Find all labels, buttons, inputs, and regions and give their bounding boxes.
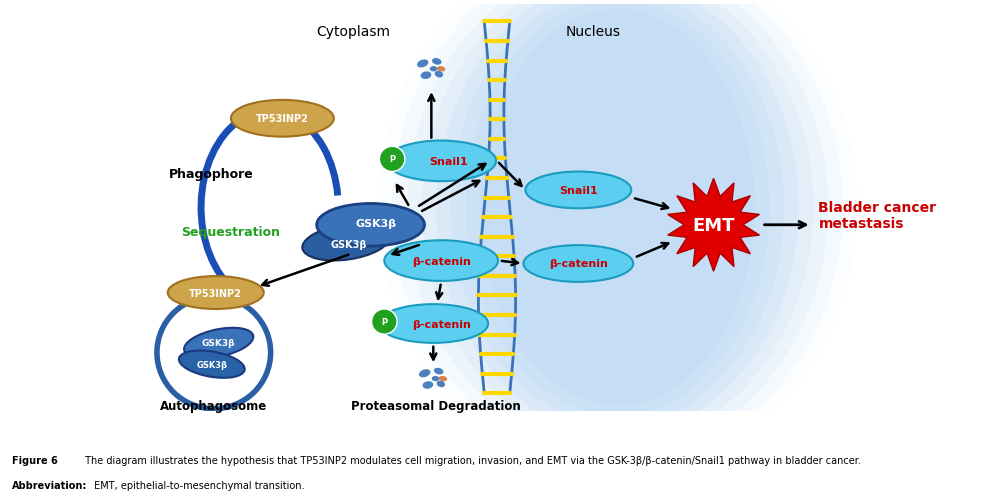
Ellipse shape bbox=[432, 59, 441, 66]
Text: Phagophore: Phagophore bbox=[169, 168, 253, 180]
Text: Abbreviation:: Abbreviation: bbox=[12, 480, 87, 490]
Ellipse shape bbox=[387, 141, 496, 182]
Text: β-catenin: β-catenin bbox=[412, 256, 470, 266]
Circle shape bbox=[372, 310, 397, 335]
Ellipse shape bbox=[317, 204, 424, 246]
Ellipse shape bbox=[436, 0, 799, 435]
Ellipse shape bbox=[431, 376, 439, 381]
Text: β-catenin: β-catenin bbox=[549, 259, 607, 269]
Text: GSK3β: GSK3β bbox=[197, 360, 228, 369]
Ellipse shape bbox=[451, 0, 784, 425]
Ellipse shape bbox=[480, 10, 754, 406]
Text: Cytoplasm: Cytoplasm bbox=[316, 25, 390, 39]
Ellipse shape bbox=[420, 72, 431, 80]
Ellipse shape bbox=[179, 351, 245, 378]
Text: The diagram illustrates the hypothesis that TP53INP2 modulates cell migration, i: The diagram illustrates the hypothesis t… bbox=[82, 455, 861, 465]
Text: β-catenin: β-catenin bbox=[412, 319, 470, 329]
Ellipse shape bbox=[378, 0, 858, 473]
Ellipse shape bbox=[436, 67, 445, 72]
Text: P: P bbox=[389, 155, 396, 164]
Ellipse shape bbox=[421, 0, 813, 445]
Ellipse shape bbox=[184, 328, 253, 358]
Text: GSK3β: GSK3β bbox=[202, 339, 236, 348]
Text: Snail1: Snail1 bbox=[429, 156, 468, 166]
Ellipse shape bbox=[379, 305, 488, 343]
Text: Snail1: Snail1 bbox=[559, 185, 597, 195]
Text: GSK3β: GSK3β bbox=[356, 218, 397, 228]
Text: Sequestration: Sequestration bbox=[182, 225, 280, 238]
Text: EMT: EMT bbox=[693, 216, 735, 234]
Ellipse shape bbox=[407, 0, 828, 454]
Ellipse shape bbox=[524, 245, 633, 283]
Ellipse shape bbox=[231, 101, 334, 137]
Circle shape bbox=[380, 147, 405, 172]
Ellipse shape bbox=[465, 0, 769, 416]
Text: Figure 6: Figure 6 bbox=[12, 455, 58, 465]
Text: Bladder cancer
metastasis: Bladder cancer metastasis bbox=[818, 200, 936, 231]
Ellipse shape bbox=[393, 0, 843, 464]
Circle shape bbox=[157, 297, 270, 409]
Ellipse shape bbox=[302, 224, 390, 261]
Text: Autophagosome: Autophagosome bbox=[160, 399, 267, 412]
Text: GSK3β: GSK3β bbox=[331, 239, 367, 249]
Text: Nucleus: Nucleus bbox=[566, 25, 620, 39]
Ellipse shape bbox=[429, 67, 437, 72]
Ellipse shape bbox=[422, 381, 433, 389]
Ellipse shape bbox=[418, 370, 430, 378]
Polygon shape bbox=[668, 179, 759, 272]
Ellipse shape bbox=[385, 241, 498, 282]
Ellipse shape bbox=[434, 72, 443, 78]
Ellipse shape bbox=[168, 277, 263, 309]
Ellipse shape bbox=[526, 172, 631, 209]
Text: TP53INP2: TP53INP2 bbox=[255, 114, 309, 124]
Text: Proteasomal Degradation: Proteasomal Degradation bbox=[351, 399, 521, 412]
Ellipse shape bbox=[438, 376, 447, 382]
Ellipse shape bbox=[417, 60, 428, 68]
Ellipse shape bbox=[434, 368, 443, 375]
Text: EMT, epithelial-to-mesenchymal transition.: EMT, epithelial-to-mesenchymal transitio… bbox=[91, 480, 305, 490]
Ellipse shape bbox=[436, 381, 445, 387]
Text: TP53INP2: TP53INP2 bbox=[189, 288, 243, 298]
Text: P: P bbox=[382, 318, 388, 327]
